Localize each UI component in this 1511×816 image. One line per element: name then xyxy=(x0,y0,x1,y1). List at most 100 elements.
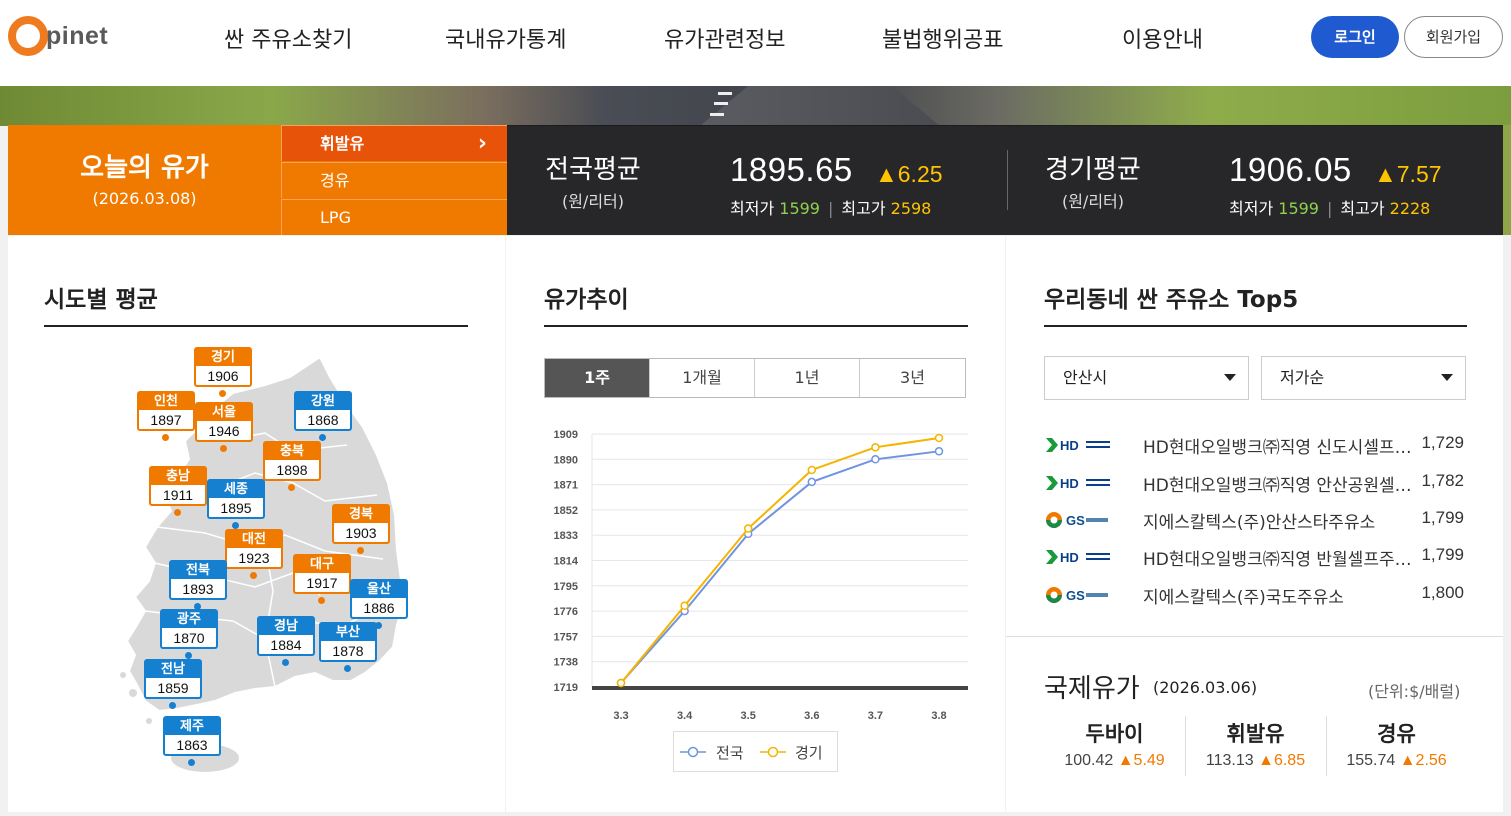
regional-change: ▲7.57 xyxy=(1374,161,1442,187)
tab-period-1y[interactable]: 1년 xyxy=(755,359,860,397)
station-row[interactable]: GS 지에스칼텍스(주)국도주유소 1,800 xyxy=(1044,580,1474,610)
region-badge-gyeonggi[interactable]: 경기 1906 xyxy=(194,347,252,397)
trend-title: 유가추이 xyxy=(544,287,629,313)
svg-text:HD: HD xyxy=(1060,550,1079,565)
station-name[interactable]: 지에스칼텍스(주)국도주유소 xyxy=(1143,588,1344,608)
region-badge-daegu[interactable]: 대구 1917 xyxy=(293,554,351,604)
regional-price: 1906.05 xyxy=(1229,151,1352,188)
intl-diesel: 경유 155.74 ▲2.56 xyxy=(1346,722,1447,769)
station-row[interactable]: HD HD현대오일뱅크㈜직영 신도시셀프주유소 1,729 xyxy=(1044,430,1474,460)
station-price: 1,799 xyxy=(1421,545,1464,564)
y-tick-label: 1719 xyxy=(554,682,578,694)
station-name[interactable]: HD현대오일뱅크㈜직영 안산공원셀프주유소 xyxy=(1143,476,1419,496)
region-badge-busan[interactable]: 부산 1878 xyxy=(319,622,377,672)
station-price: 1,729 xyxy=(1421,433,1464,452)
region-badge-ulsan[interactable]: 울산 1886 xyxy=(350,579,408,629)
tab-period-3y[interactable]: 3년 xyxy=(900,368,925,387)
intl-dubai: 두바이 100.42 ▲5.49 xyxy=(1064,722,1165,769)
join-button[interactable]: 회원가입 xyxy=(1404,16,1503,58)
y-tick-label: 1833 xyxy=(554,530,578,542)
nav-find-cheap-station[interactable]: 싼 주유소찾기 xyxy=(224,28,353,53)
legend-gyeonggi-label: 경기 xyxy=(795,744,823,762)
data-point xyxy=(680,601,689,611)
nav-domestic-stats[interactable]: 국내유가통계 xyxy=(445,28,567,53)
station-row[interactable]: GS 지에스칼텍스(주)안산스타주유소 1,799 xyxy=(1044,505,1474,535)
region-badge-chungbuk[interactable]: 충북 1898 xyxy=(263,441,321,491)
top5-title: 우리동네 싼 주유소 Top5 xyxy=(1044,287,1299,313)
x-tick-label: 3.6 xyxy=(804,710,819,722)
data-point xyxy=(871,455,880,464)
station-row[interactable]: HD HD현대오일뱅크㈜직영 안산공원셀프주유소1,782 xyxy=(1044,468,1474,498)
nav-violations[interactable]: 불법행위공표 xyxy=(882,28,1004,53)
city-select[interactable]: 안산시 xyxy=(1044,356,1249,400)
region-badge-sejong[interactable]: 세종 1895 xyxy=(207,479,265,529)
intl-date: (2026.03.06) xyxy=(1153,678,1258,697)
nav-price-info[interactable]: 유가관련정보 xyxy=(664,28,786,53)
hd-hyundai-oilbank-logo: HD xyxy=(1046,550,1110,565)
login-button[interactable]: 로그인 xyxy=(1311,16,1399,58)
today-title: 오늘의 유가 xyxy=(80,153,209,183)
data-point xyxy=(934,433,944,443)
tab-period-1m[interactable]: 1개월 xyxy=(650,359,755,397)
today-price-box: 오늘의 유가 (2026.03.08) xyxy=(8,125,281,235)
region-badge-incheon[interactable]: 인천 1897 xyxy=(137,391,195,441)
average-price-bar: 전국평균 (원/리터) 1895.65 ▲6.25 최저가 1599 | 최고가 2… xyxy=(507,125,1503,235)
intl-gasoline: 휘발유 113.13 ▲6.85 xyxy=(1205,722,1306,769)
svg-text:GS: GS xyxy=(1066,588,1085,603)
region-badge-jeju[interactable]: 제주 1863 xyxy=(163,716,221,766)
region-badge-jeonbuk[interactable]: 전북 1893 xyxy=(169,560,227,610)
gs-caltex-logo: GS xyxy=(1046,587,1108,603)
regional-unit: (원/리터) xyxy=(1061,192,1125,211)
nav-guide[interactable]: 이용안내 xyxy=(1122,28,1203,53)
hd-hyundai-oilbank-logo: HD xyxy=(1046,438,1110,453)
region-badge-gyeongbuk[interactable]: 경북 1903 xyxy=(332,504,390,554)
fuel-tabs: 휘발유 › 경유 LPG xyxy=(281,125,507,235)
opinet-logo[interactable]: pinet xyxy=(8,12,128,58)
tab-gasoline[interactable]: 휘발유 › xyxy=(281,125,507,161)
top5-panel xyxy=(1006,236,1503,812)
tab-diesel[interactable]: 경유 xyxy=(281,162,507,198)
region-badge-daejeon[interactable]: 대전 1923 xyxy=(225,529,283,579)
region-badge-jeonnam[interactable]: 전남 1859 xyxy=(144,659,202,709)
intl-title: 국제유가 xyxy=(1044,674,1140,704)
y-tick-label: 1814 xyxy=(554,556,579,568)
dropdown-arrow-icon xyxy=(1224,374,1236,381)
region-badge-gangwon[interactable]: 강원 1868 xyxy=(294,391,352,441)
sort-select[interactable]: 저가순 xyxy=(1261,356,1466,400)
trend-panel xyxy=(506,236,1005,812)
y-tick-label: 1909 xyxy=(554,429,578,441)
national-change: ▲6.25 xyxy=(875,161,943,187)
dropdown-arrow-icon xyxy=(1441,374,1453,381)
x-tick-label: 3.7 xyxy=(868,710,883,722)
region-badge-gyeongnam[interactable]: 경남 1884 xyxy=(257,616,315,666)
site-header: pinet 싼 주유소찾기 국내유가통계 유가관련정보 불법행위공표 이용안내 … xyxy=(0,0,1511,86)
chart-legend: 전국 경기 xyxy=(673,731,838,772)
tab-lpg[interactable]: LPG xyxy=(281,199,507,235)
data-point xyxy=(616,678,626,688)
station-name[interactable]: 지에스칼텍스(주)안산스타주유소 xyxy=(1143,513,1376,533)
svg-text:HD: HD xyxy=(1060,438,1079,453)
tab-period-1w[interactable]: 1주 xyxy=(545,359,650,397)
station-name[interactable]: HD현대오일뱅크㈜직영 반월셀프주유소 xyxy=(1143,550,1419,570)
intl-unit: (단위:$/배럴) xyxy=(1368,682,1461,701)
station-price: 1,799 xyxy=(1421,508,1464,527)
station-row[interactable]: HD HD현대오일뱅크㈜직영 반월셀프주유소 1,799 xyxy=(1044,542,1474,572)
y-tick-label: 1757 xyxy=(554,631,578,643)
region-badge-seoul[interactable]: 서울 1946 xyxy=(195,402,253,452)
y-tick-label: 1890 xyxy=(554,454,578,466)
station-name[interactable]: HD현대오일뱅크㈜직영 신도시셀프주유소 xyxy=(1143,438,1419,458)
data-point xyxy=(871,443,880,452)
series-line-1 xyxy=(620,437,940,684)
svg-text:GS: GS xyxy=(1066,513,1085,528)
station-price: 1,800 xyxy=(1421,583,1464,602)
region-badge-chungnam[interactable]: 충남 1911 xyxy=(149,466,207,516)
x-tick-label: 3.8 xyxy=(931,710,946,722)
region-badge-gwangju[interactable]: 광주 1870 xyxy=(160,609,218,659)
x-tick-label: 3.4 xyxy=(677,710,693,722)
series-line-0 xyxy=(620,450,940,684)
today-date: (2026.03.08) xyxy=(92,189,197,208)
data-point xyxy=(807,465,817,475)
legend-gyeonggi-marker xyxy=(760,746,786,758)
national-unit: (원/리터) xyxy=(561,192,625,211)
y-tick-label: 1871 xyxy=(554,480,578,492)
